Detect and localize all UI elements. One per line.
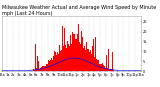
Text: Milwaukee Weather Actual and Average Wind Speed by Minute mph (Last 24 Hours): Milwaukee Weather Actual and Average Win… <box>2 5 156 16</box>
